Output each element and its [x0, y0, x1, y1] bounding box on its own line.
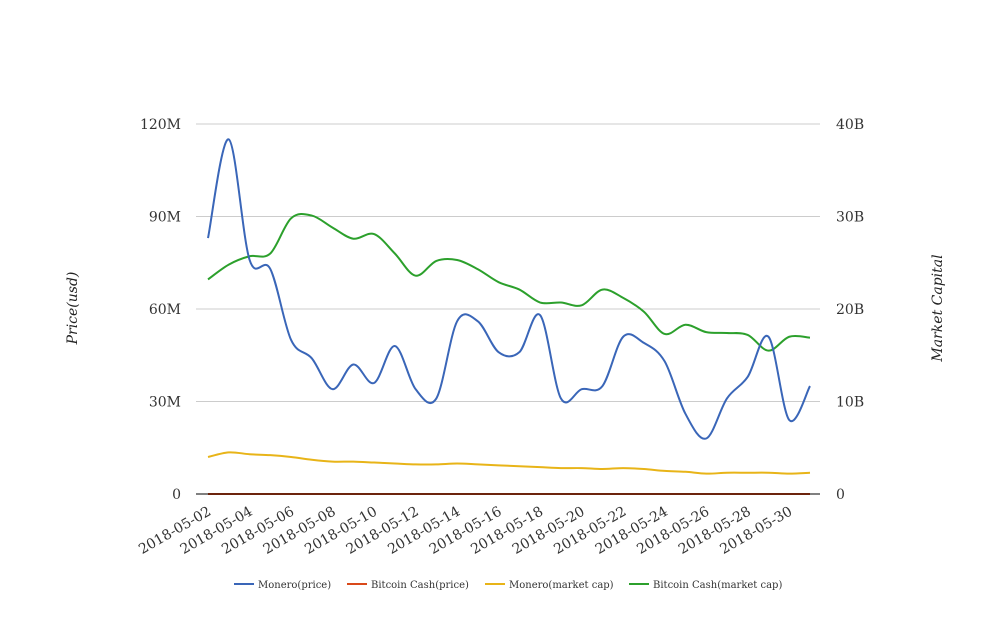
legend: Monero(price) Bitcoin Cash(price) Monero(m… [234, 580, 782, 591]
y-tick-label: 120M [140, 117, 181, 133]
y-tick-label: 90M [149, 210, 181, 226]
series-line-monero-market-cap [208, 452, 810, 473]
legend-item[interactable]: Monero(market cap) [485, 580, 614, 591]
y2-tick-label: 20B [836, 302, 864, 318]
y-tick-label: 0 [172, 487, 181, 503]
y2-tick-label: 10B [836, 395, 864, 411]
y-axis-title: Price(usd) [65, 272, 81, 346]
series-line-bitcoin-cash-market-cap [208, 214, 810, 351]
series-line-monero-price [208, 139, 810, 438]
y2-tick-label: 40B [836, 117, 864, 133]
legend-label: Bitcoin Cash(price) [371, 580, 469, 591]
legend-item[interactable]: Bitcoin Cash(market cap) [629, 580, 782, 591]
legend-item[interactable]: Monero(price) [234, 580, 331, 591]
y2-tick-label: 30B [836, 210, 864, 226]
legend-item[interactable]: Bitcoin Cash(price) [347, 580, 469, 591]
y2-axis-title: Market Capital [930, 254, 946, 362]
y2-tick-label: 0 [836, 487, 845, 503]
legend-label: Monero(price) [258, 580, 331, 591]
legend-label: Monero(market cap) [509, 580, 614, 591]
axis-layer: 030M60M90M120M010B20B30B40B2018-05-02201… [136, 117, 864, 558]
grid-layer [196, 124, 820, 402]
legend-label: Bitcoin Cash(market cap) [653, 580, 782, 591]
y-tick-label: 60M [149, 302, 181, 318]
series-layer [208, 139, 810, 494]
y-tick-label: 30M [149, 395, 181, 411]
